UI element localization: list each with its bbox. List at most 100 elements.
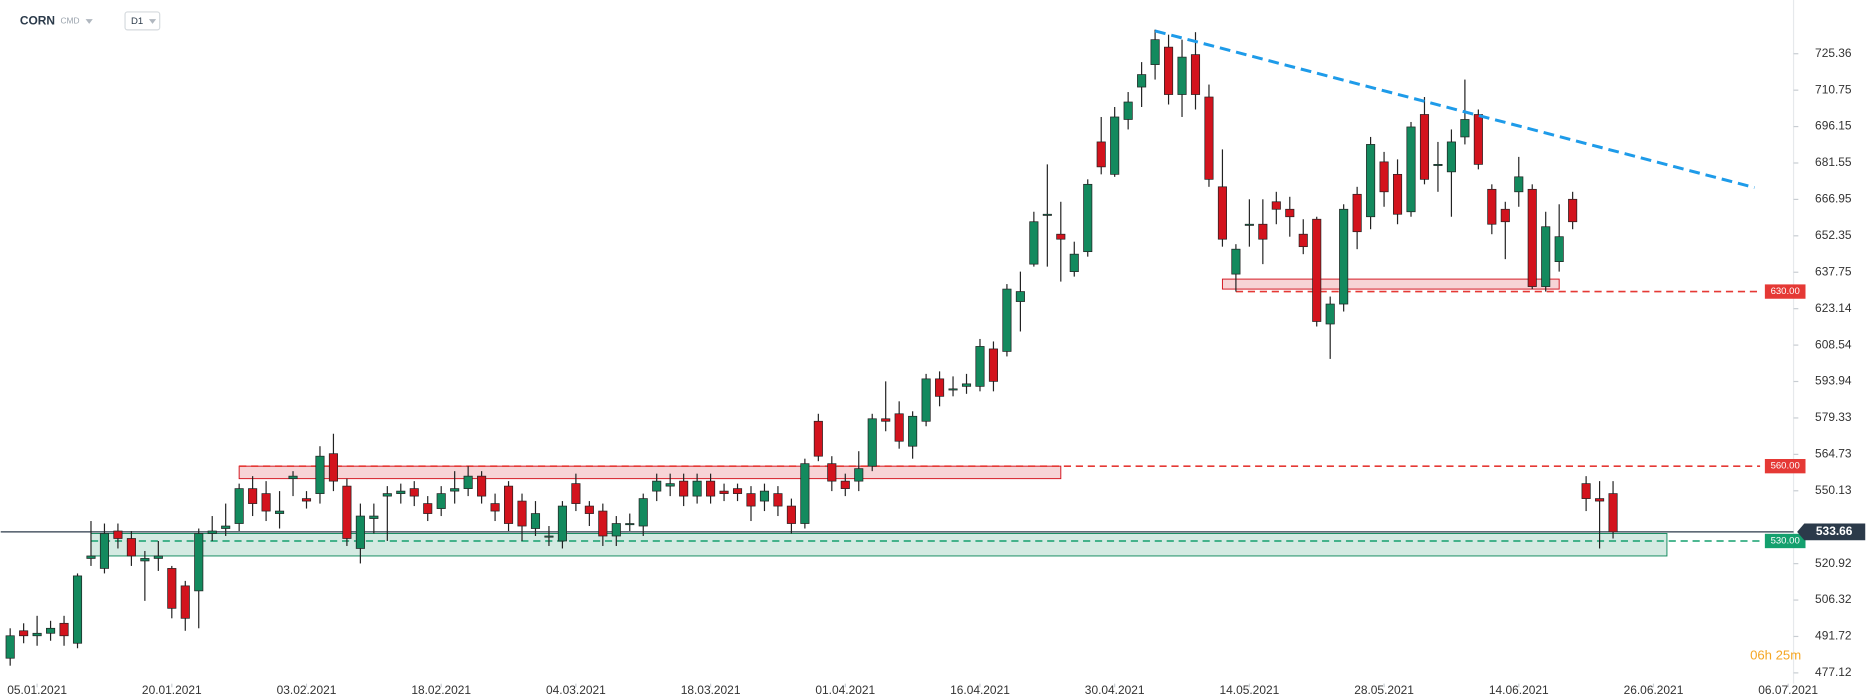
candle-body (32, 632, 42, 637)
candle-body (652, 480, 662, 492)
candle-body (463, 475, 473, 489)
candle-body (1164, 46, 1174, 95)
candle-body (1568, 198, 1578, 223)
x-tick-label: 03.02.2021 (277, 683, 337, 697)
candle-body (706, 480, 716, 497)
candle-body (1406, 126, 1416, 213)
candle-body (773, 493, 783, 507)
candle-body (1554, 236, 1564, 262)
x-tick-label: 26.06.2021 (1624, 683, 1684, 697)
candle-body (867, 418, 877, 467)
candle-body (840, 480, 850, 489)
candle-body (194, 533, 204, 592)
candle-body (1042, 213, 1052, 216)
candle-body (530, 513, 541, 529)
candle-body (1123, 101, 1133, 120)
candle-body (1392, 173, 1403, 215)
candle-body (180, 585, 190, 619)
y-tick-label: 652.35 (1815, 228, 1852, 242)
candle-body (988, 348, 998, 382)
candle-body (234, 488, 244, 524)
candle-body (598, 510, 608, 537)
candle-body (423, 503, 433, 514)
dropdown-arrow[interactable] (85, 19, 93, 24)
y-tick-label: 637.75 (1815, 264, 1852, 278)
level-label-box (1764, 458, 1806, 474)
current-price-pointer (1797, 523, 1866, 541)
candle-body (854, 468, 864, 482)
y-tick-label: 579.33 (1815, 410, 1852, 424)
level-label: 530.00 (1771, 536, 1800, 547)
level-label-box (1764, 533, 1806, 549)
candle-body (1244, 223, 1254, 226)
candle-body (800, 463, 810, 524)
candle-body (1446, 141, 1456, 173)
dropdown-arrow[interactable] (148, 19, 157, 24)
candle-body (140, 558, 150, 562)
x-tick-label: 04.03.2021 (546, 683, 606, 697)
candle-body (1608, 493, 1618, 533)
level-label: 630.00 (1771, 286, 1800, 297)
zone (238, 465, 1062, 480)
candle-body (894, 413, 904, 442)
candle-body (436, 493, 446, 509)
candle-body (665, 483, 675, 487)
x-tick-label: 30.04.2021 (1085, 683, 1145, 697)
candle-body (881, 418, 891, 422)
candle-body (369, 515, 379, 519)
candle-body (409, 488, 419, 497)
candle-body (477, 475, 487, 497)
candle-body (1366, 144, 1376, 218)
candle-body (450, 488, 460, 492)
candle-body (301, 498, 312, 502)
candle-body (625, 523, 635, 526)
candle-body (679, 480, 689, 497)
y-tick-label: 608.54 (1815, 337, 1852, 351)
candle-body (638, 498, 648, 527)
candle-body (315, 455, 325, 494)
y-tick-label: 666.95 (1815, 192, 1852, 206)
candle-body (1258, 223, 1268, 240)
x-tick-label: 14.05.2021 (1219, 683, 1279, 697)
candle-body (19, 630, 29, 637)
y-tick-label: 696.15 (1815, 119, 1852, 133)
candle-body (557, 505, 567, 542)
y-tick-label: 520.92 (1815, 556, 1852, 570)
candle-body (759, 490, 770, 502)
level-label-box (1764, 284, 1806, 299)
candle-body (746, 493, 756, 507)
candle-body (355, 515, 365, 549)
y-tick-label: 681.55 (1815, 155, 1852, 169)
symbol: CORN (20, 14, 55, 28)
y-tick-label: 550.13 (1815, 483, 1852, 497)
candle-body (1433, 164, 1443, 166)
candle-body (1419, 114, 1430, 180)
x-tick-label: 16.04.2021 (950, 683, 1010, 697)
candle-body (732, 488, 743, 494)
x-tick-label: 28.05.2021 (1354, 683, 1414, 697)
candle-body (1352, 193, 1362, 233)
candle-body (921, 378, 931, 422)
candle-body (1190, 54, 1201, 95)
candle-body (1083, 183, 1093, 253)
candle-body (584, 505, 594, 514)
y-tick-label: 710.75 (1815, 82, 1852, 96)
candle-body (382, 493, 392, 497)
candle-body (611, 523, 621, 537)
candle-body (1096, 141, 1106, 168)
y-tick-label: 506.32 (1815, 592, 1852, 606)
candle-body (1487, 188, 1497, 225)
x-tick-label: 14.06.2021 (1489, 683, 1549, 697)
candle-body (1204, 96, 1214, 180)
candle-body (126, 538, 136, 557)
candle-body (1029, 221, 1039, 265)
candle-body (1069, 253, 1079, 272)
candle-body (1271, 201, 1281, 210)
y-tick-label: 477.12 (1815, 665, 1852, 679)
x-tick-label: 01.04.2021 (815, 683, 875, 697)
timeframe-box[interactable] (124, 11, 161, 31)
candle-body (813, 420, 823, 457)
candle-body (396, 490, 406, 494)
candle-body (1527, 188, 1537, 287)
